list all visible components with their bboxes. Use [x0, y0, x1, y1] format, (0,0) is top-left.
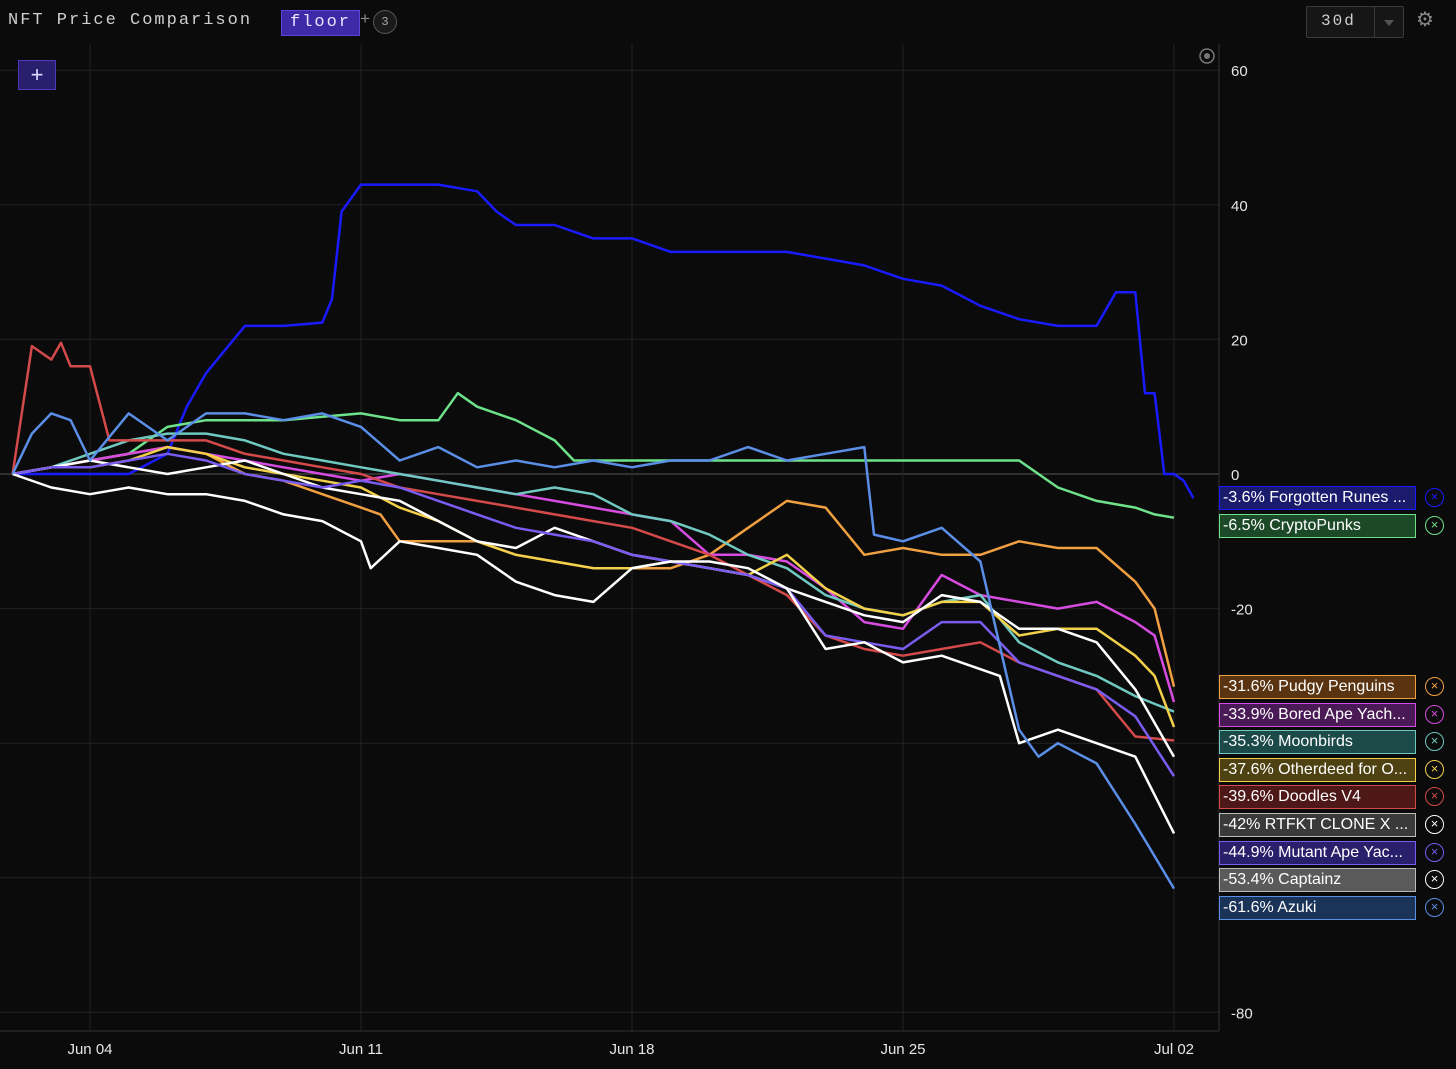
y-tick-label: 20: [1231, 332, 1248, 349]
add-series-button[interactable]: +: [18, 60, 56, 90]
metric-chip-floor[interactable]: floor: [281, 10, 361, 36]
series-line-0: [12, 183, 1195, 499]
y-tick-label: 40: [1231, 198, 1248, 215]
legend-item[interactable]: -53.4% Captainz ×: [1219, 868, 1456, 893]
crosshair-toggle-icon[interactable]: [1199, 48, 1215, 64]
grid: [0, 44, 1219, 1031]
legend-item[interactable]: -31.6% Pudgy Penguins ×: [1219, 675, 1456, 699]
y-tick-label: -20: [1231, 602, 1253, 619]
legend-label: -39.6% Doodles V4: [1219, 785, 1416, 810]
legend-item[interactable]: -61.6% Azuki ×: [1219, 895, 1456, 920]
y-tick-label: -80: [1231, 1005, 1253, 1022]
time-range-select[interactable]: 30d: [1306, 6, 1404, 38]
extra-metrics-count-badge[interactable]: 3: [373, 10, 397, 34]
legend-label: -42% RTFKT CLONE X ...: [1219, 813, 1416, 837]
legend-item[interactable]: -33.9% Bored Ape Yach... ×: [1219, 702, 1456, 727]
series-line-8: [12, 452, 1176, 777]
legend-label: -31.6% Pudgy Penguins: [1219, 675, 1416, 699]
series-lines: [11, 183, 1195, 890]
top-bar: NFT Price Comparison floor + 3 30d ⚙: [0, 0, 1456, 45]
legend-item[interactable]: -39.6% Doodles V4 ×: [1219, 785, 1456, 810]
y-tick-label: 60: [1231, 63, 1248, 80]
x-tick-label: Jun 18: [609, 1041, 654, 1058]
legend-label: -3.6% Forgotten Runes ...: [1219, 486, 1416, 511]
close-icon[interactable]: ×: [1425, 759, 1444, 779]
series-line-5: [12, 445, 1176, 728]
x-tick-label: Jun 11: [339, 1041, 383, 1058]
close-icon[interactable]: ×: [1425, 787, 1444, 807]
close-icon[interactable]: ×: [1425, 488, 1444, 508]
x-tick-label: Jun 04: [67, 1041, 112, 1058]
legend-item[interactable]: -35.3% Moonbirds ×: [1219, 730, 1456, 755]
line-chart: 60 40 20 0 -20 -80 Jun 04 Jun 11 Jun 18 Jun 25 Jul…: [0, 44, 1456, 1069]
time-range-value: 30d: [1321, 12, 1356, 30]
legend-label: -6.5% CryptoPunks: [1219, 513, 1416, 538]
y-tick-label: 0: [1231, 467, 1239, 484]
legend: -3.6% Forgotten Runes ... × -6.5% CryptoPu…: [1219, 0, 1456, 1069]
legend-item[interactable]: -37.6% Otherdeed for O... ×: [1219, 757, 1456, 782]
chevron-down-icon[interactable]: [1374, 7, 1403, 37]
series-line-10: [11, 412, 1176, 890]
close-icon[interactable]: ×: [1425, 677, 1444, 696]
legend-label: -35.3% Moonbirds: [1219, 730, 1416, 755]
legend-item[interactable]: -6.5% CryptoPunks ×: [1219, 513, 1456, 538]
close-icon[interactable]: ×: [1425, 897, 1444, 917]
series-line-9: [12, 472, 1176, 834]
close-icon[interactable]: ×: [1425, 515, 1444, 535]
close-icon[interactable]: ×: [1425, 870, 1444, 890]
legend-item[interactable]: -44.9% Mutant Ape Yac... ×: [1219, 840, 1456, 865]
x-tick-label: Jul 02: [1154, 1041, 1194, 1058]
x-tick-label: Jun 25: [880, 1041, 925, 1058]
app-title: NFT Price Comparison: [8, 11, 253, 30]
gear-icon[interactable]: ⚙: [1416, 9, 1434, 31]
plot-background: [0, 44, 1456, 1069]
close-icon[interactable]: ×: [1425, 815, 1444, 834]
series-line-6: [11, 341, 1175, 742]
legend-label: -44.9% Mutant Ape Yac...: [1219, 840, 1416, 865]
close-icon[interactable]: ×: [1425, 704, 1444, 724]
legend-label: -53.4% Captainz: [1219, 868, 1416, 893]
legend-label: -33.9% Bored Ape Yach...: [1219, 702, 1416, 727]
close-icon[interactable]: ×: [1425, 842, 1444, 862]
legend-label: -61.6% Azuki: [1219, 895, 1416, 920]
legend-item[interactable]: -42% RTFKT CLONE X ... ×: [1219, 813, 1456, 837]
legend-item[interactable]: -3.6% Forgotten Runes ... ×: [1219, 486, 1456, 511]
legend-label: -37.6% Otherdeed for O...: [1219, 757, 1416, 782]
close-icon[interactable]: ×: [1425, 732, 1444, 752]
add-metric-plus[interactable]: +: [360, 11, 371, 30]
series-line-4: [12, 432, 1175, 713]
